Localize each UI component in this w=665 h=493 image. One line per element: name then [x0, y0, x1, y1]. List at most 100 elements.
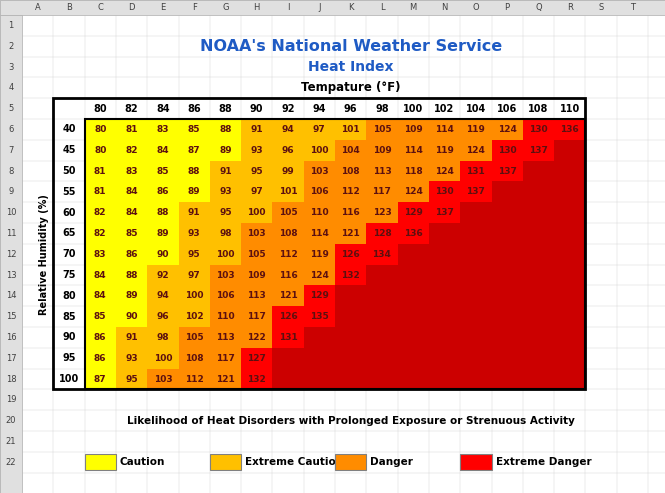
Bar	[335, 455, 366, 470]
Bar	[523, 119, 554, 140]
Bar	[335, 181, 366, 202]
Bar	[209, 348, 241, 369]
Bar	[178, 202, 209, 223]
Text: 106: 106	[216, 291, 235, 300]
Bar	[0, 15, 22, 493]
Text: 22: 22	[6, 458, 16, 467]
Text: 130: 130	[435, 187, 454, 196]
Text: 100: 100	[59, 374, 79, 384]
Bar	[491, 285, 523, 306]
Bar	[491, 348, 523, 369]
Text: 103: 103	[154, 375, 172, 384]
Text: 85: 85	[62, 312, 76, 321]
Text: E: E	[160, 3, 166, 12]
Text: 124: 124	[497, 125, 517, 134]
Text: 15: 15	[6, 312, 16, 321]
Bar	[304, 202, 335, 223]
Bar	[523, 285, 554, 306]
Bar	[178, 140, 209, 161]
Bar	[335, 327, 366, 348]
Text: 94: 94	[282, 125, 295, 134]
Text: H: H	[253, 3, 260, 12]
Text: 21: 21	[6, 437, 16, 446]
Bar	[335, 223, 366, 244]
Text: 123: 123	[372, 208, 391, 217]
Bar	[491, 161, 523, 181]
Bar	[304, 369, 335, 389]
Bar	[241, 265, 273, 285]
Text: 81: 81	[94, 187, 106, 196]
Text: 99: 99	[282, 167, 295, 176]
Bar	[429, 244, 460, 265]
Bar	[178, 369, 209, 389]
Bar	[523, 327, 554, 348]
Text: 117: 117	[372, 187, 392, 196]
Bar	[84, 119, 585, 389]
Text: 13: 13	[6, 271, 17, 280]
Text: 121: 121	[279, 291, 297, 300]
Text: 105: 105	[279, 208, 297, 217]
Text: Likelihood of Heat Disorders with Prolonged Exposure or Strenuous Activity: Likelihood of Heat Disorders with Prolon…	[127, 416, 575, 425]
Bar	[84, 161, 116, 181]
Bar	[460, 265, 491, 285]
Bar	[429, 161, 460, 181]
Bar	[460, 306, 491, 327]
Text: I: I	[287, 3, 289, 12]
Text: 80: 80	[94, 146, 106, 155]
Text: 88: 88	[125, 271, 138, 280]
Text: R: R	[567, 3, 573, 12]
Bar	[147, 285, 178, 306]
Bar	[84, 265, 116, 285]
Bar	[304, 181, 335, 202]
Text: 95: 95	[125, 375, 138, 384]
Text: Extreme Caution: Extreme Caution	[245, 457, 343, 467]
Bar	[209, 455, 241, 470]
Bar	[523, 306, 554, 327]
Bar	[491, 140, 523, 161]
Text: 9: 9	[9, 187, 13, 196]
Text: 82: 82	[125, 146, 138, 155]
Bar	[335, 306, 366, 327]
Bar	[304, 119, 335, 140]
Bar	[241, 348, 273, 369]
Bar	[209, 244, 241, 265]
Bar	[460, 181, 491, 202]
Bar	[178, 285, 209, 306]
Text: 118: 118	[404, 167, 423, 176]
Text: 88: 88	[219, 125, 231, 134]
Bar	[273, 161, 304, 181]
Bar	[209, 327, 241, 348]
Text: 113: 113	[372, 167, 391, 176]
Bar	[398, 161, 429, 181]
Text: NOAA's National Weather Service: NOAA's National Weather Service	[200, 38, 502, 54]
Bar	[178, 161, 209, 181]
Bar	[147, 161, 178, 181]
Text: 92: 92	[281, 104, 295, 113]
Text: 97: 97	[251, 187, 263, 196]
Bar	[241, 181, 273, 202]
Bar	[147, 119, 178, 140]
Text: 109: 109	[247, 271, 266, 280]
Bar	[429, 140, 460, 161]
Bar	[147, 306, 178, 327]
Bar	[84, 244, 116, 265]
Bar	[335, 244, 366, 265]
Text: 65: 65	[63, 228, 76, 239]
Text: 1: 1	[9, 21, 13, 30]
Text: 89: 89	[156, 229, 169, 238]
Bar	[273, 223, 304, 244]
Text: B: B	[66, 3, 72, 12]
Text: 101: 101	[341, 125, 360, 134]
Text: 90: 90	[63, 332, 76, 343]
Text: 97: 97	[188, 271, 201, 280]
Text: T: T	[630, 3, 635, 12]
Bar	[460, 244, 491, 265]
Text: 85: 85	[125, 229, 138, 238]
Bar	[554, 181, 585, 202]
Text: 113: 113	[247, 291, 266, 300]
Bar	[273, 348, 304, 369]
Text: 95: 95	[188, 249, 200, 259]
Bar	[398, 119, 429, 140]
Text: 135: 135	[310, 312, 329, 321]
Bar	[460, 119, 491, 140]
